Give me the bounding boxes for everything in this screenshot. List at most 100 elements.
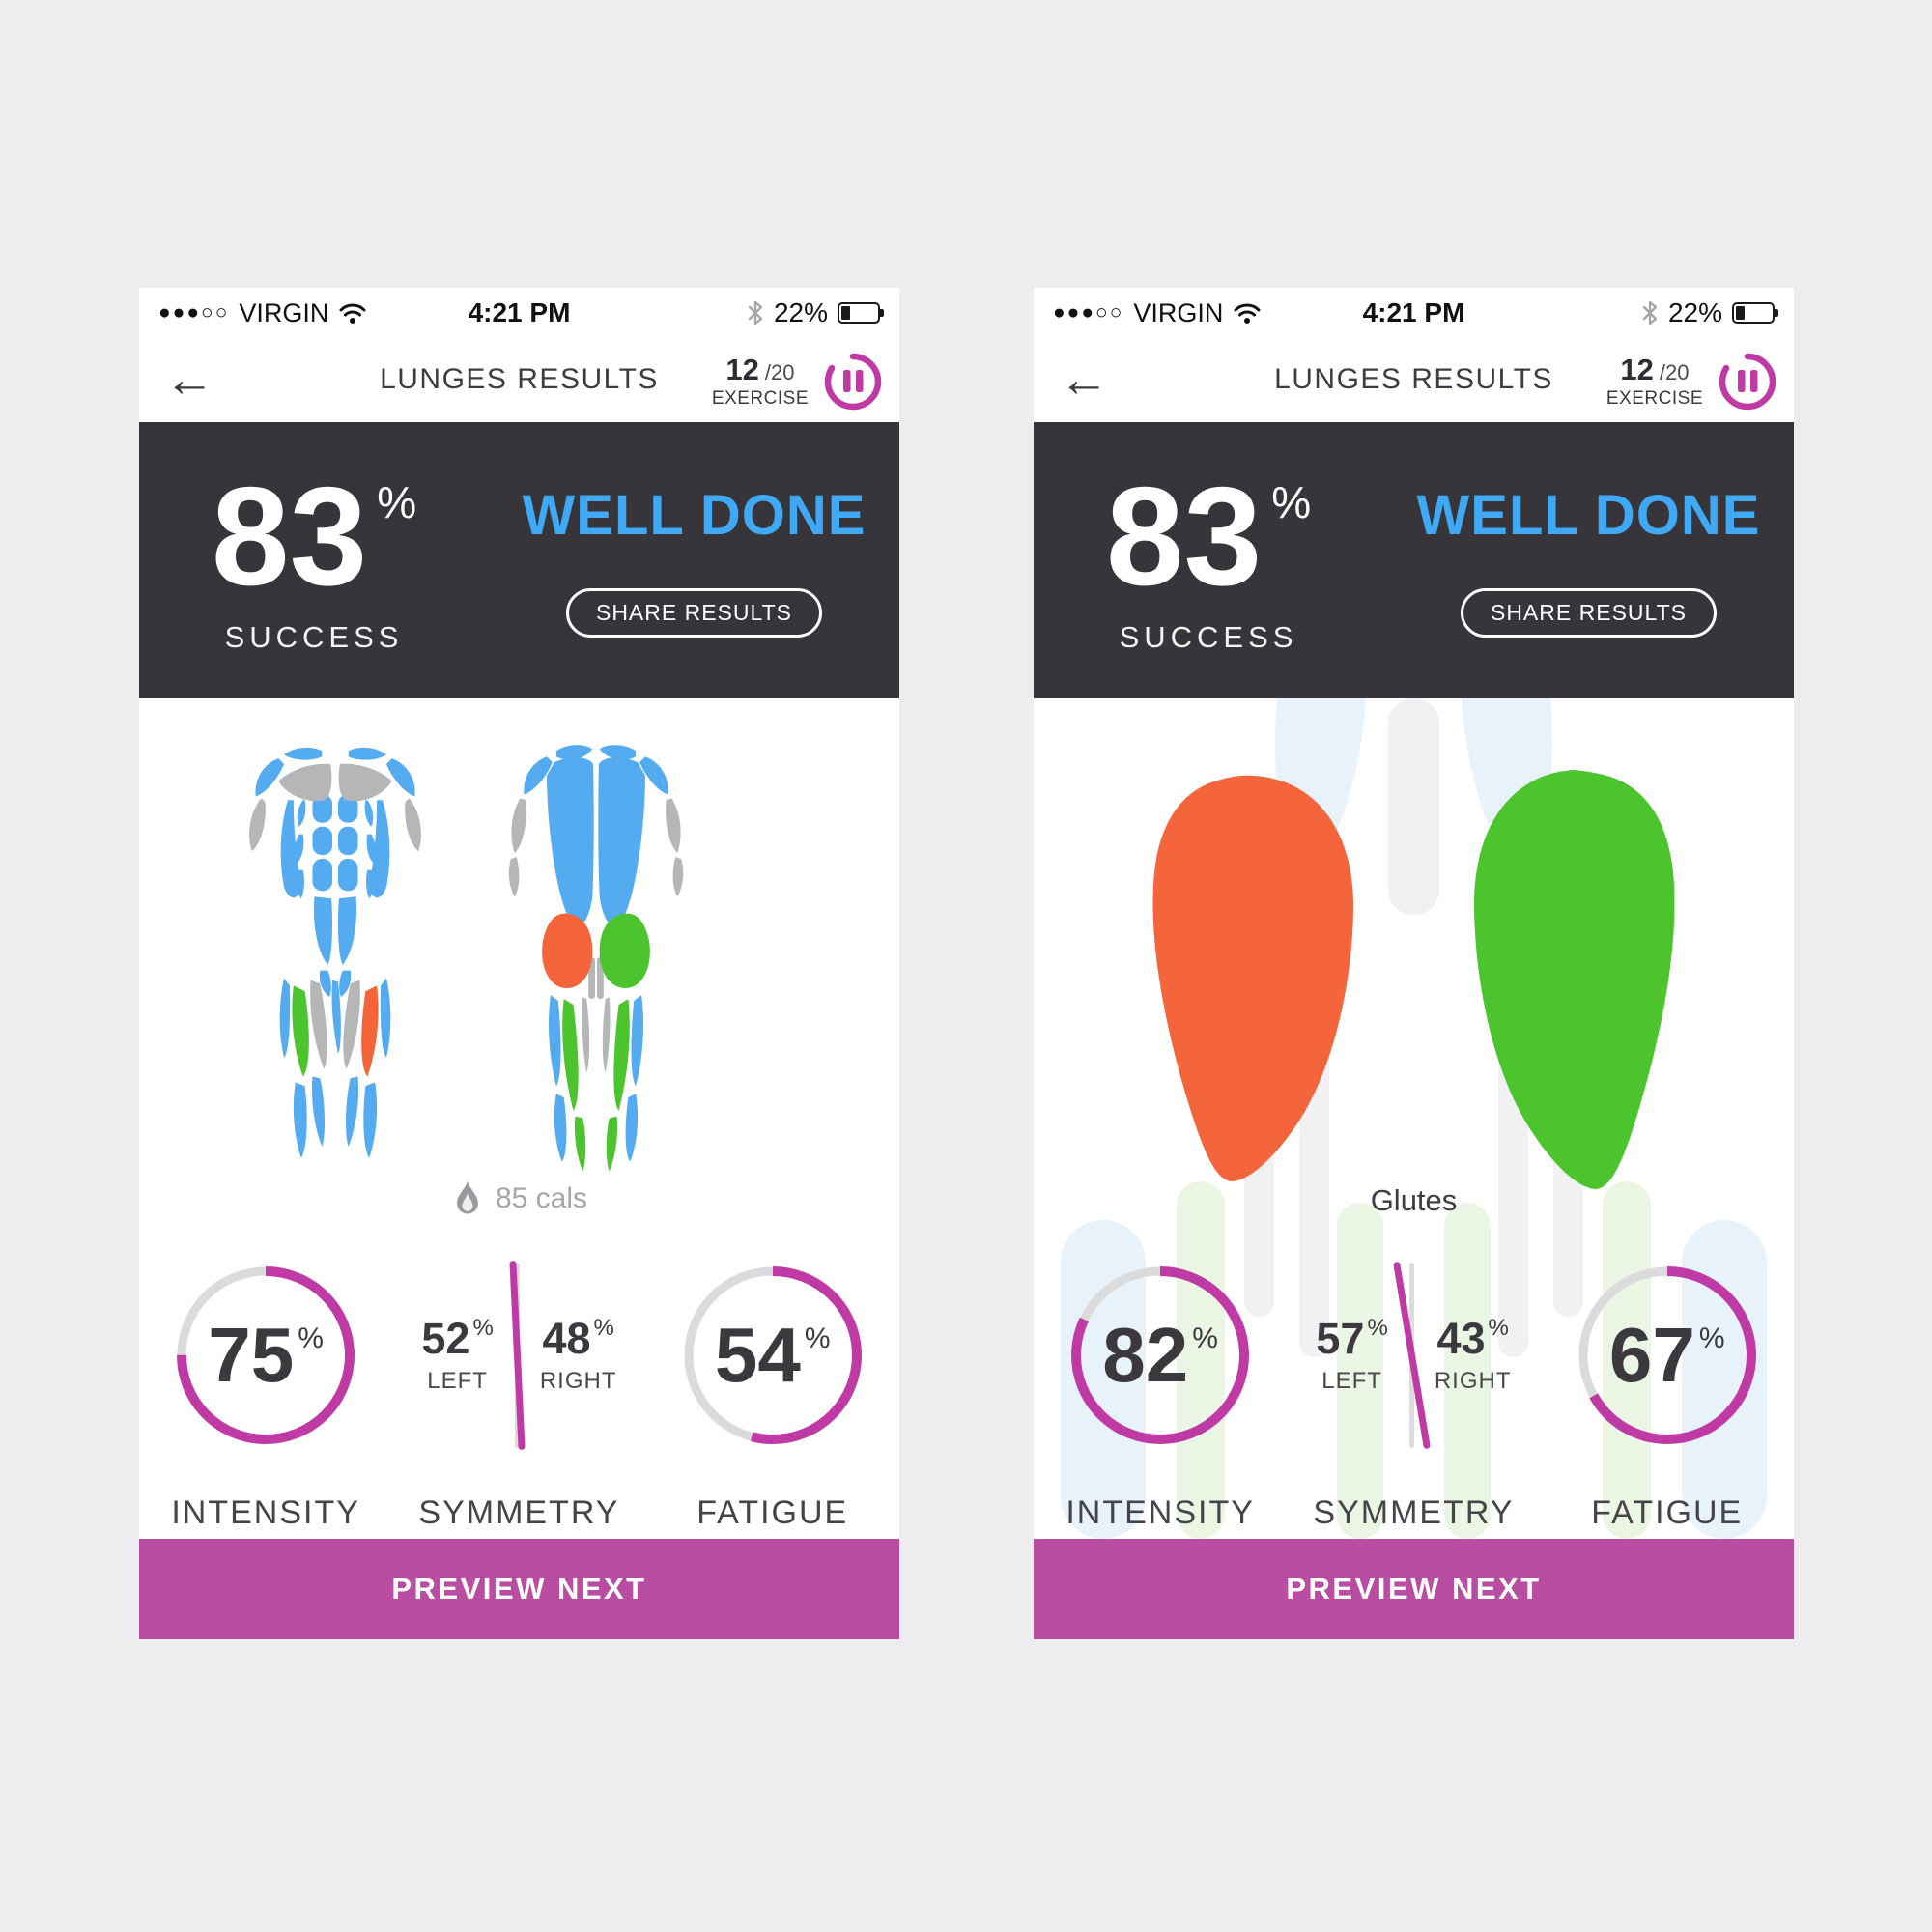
metrics-row: 82 % INTENSITY 57 % LEFT <box>1034 1259 1794 1532</box>
intensity-metric: 82 % INTENSITY <box>1034 1259 1287 1532</box>
signal-strength-icon: ●●●○○ <box>1053 301 1124 324</box>
wifi-icon <box>1234 303 1261 324</box>
wifi-icon <box>339 303 366 324</box>
intensity-ring: 75 % <box>169 1259 362 1452</box>
symmetry-right-percent-sign: % <box>1488 1314 1509 1341</box>
symmetry-right-value: 48 <box>542 1313 591 1363</box>
symmetry-right-group: 43 % RIGHT <box>1435 1313 1512 1395</box>
clock: 4:21 PM <box>468 298 571 327</box>
fatigue-ring: 67 % <box>1571 1259 1764 1452</box>
pause-button[interactable] <box>820 346 886 416</box>
symmetry-left-value: 52 <box>421 1313 470 1363</box>
page-title: LUNGES RESULTS <box>1274 363 1553 395</box>
pause-icon <box>1719 353 1776 411</box>
battery-percent: 22% <box>773 298 828 327</box>
intensity-value: 75 <box>208 1312 295 1398</box>
muscle-focus-label: Glutes <box>1370 1183 1458 1217</box>
fatigue-percent-sign: % <box>804 1322 831 1354</box>
exercise-current: 12 <box>1620 353 1654 386</box>
battery-icon <box>838 302 884 324</box>
symmetry-right-label: RIGHT <box>539 1367 617 1394</box>
score-block: 83 % SUCCESS <box>139 457 489 655</box>
symmetry-left-label: LEFT <box>1321 1367 1382 1394</box>
result-hero: 83 % SUCCESS WELL DONE SHARE RESULTS <box>1034 422 1794 698</box>
symmetry-gauge: 52 % LEFT 48 % RIGHT <box>421 1259 616 1452</box>
symmetry-metric: 57 % LEFT 43 % RIGHT <box>1287 1259 1540 1532</box>
status-left-group: ●●●○○ VIRGIN <box>1053 298 1262 328</box>
score-value: 83 <box>1105 457 1263 614</box>
fatigue-value: 54 <box>714 1312 801 1398</box>
symmetry-metric: 52 % LEFT 48 % RIGHT <box>392 1259 645 1532</box>
symmetry-left-label: LEFT <box>427 1367 488 1394</box>
nav-right-group: 12 /20 EXERCISE <box>1606 346 1780 416</box>
muscle-maps <box>139 737 845 1174</box>
phone: ●●●○○ VIRGIN 4:21 PM 22% ← LUNGES RESULT… <box>139 288 899 1639</box>
fatigue-value: 67 <box>1608 1312 1695 1398</box>
signal-strength-icon: ●●●○○ <box>158 301 230 324</box>
intensity-metric: 75 % INTENSITY <box>139 1259 392 1532</box>
calories-row: 85 cals <box>139 1179 899 1218</box>
symmetry-right-value: 43 <box>1436 1313 1486 1363</box>
carrier-label: VIRGIN <box>239 298 329 327</box>
nav-bar: ← LUNGES RESULTS 12 /20 EXERCISE <box>139 338 899 422</box>
pause-button[interactable] <box>1715 346 1780 416</box>
clock: 4:21 PM <box>1362 298 1465 327</box>
flame-icon <box>457 1180 478 1214</box>
status-left-group: ●●●○○ VIRGIN <box>158 298 367 328</box>
bluetooth-icon <box>748 300 763 326</box>
bluetooth-icon <box>1642 300 1658 326</box>
fatigue-label: FATIGUE <box>1591 1494 1744 1531</box>
symmetry-tilt-indicator <box>509 1259 526 1452</box>
intensity-value: 82 <box>1102 1312 1189 1398</box>
intensity-ring: 82 % <box>1064 1259 1257 1452</box>
intensity-percent-sign: % <box>298 1322 324 1354</box>
symmetry-right-percent-sign: % <box>593 1314 614 1341</box>
intensity-percent-sign: % <box>1192 1322 1218 1354</box>
symmetry-label: SYMMETRY <box>418 1494 620 1531</box>
status-right-group: 22% <box>747 298 884 328</box>
score-percent-sign: % <box>377 476 417 527</box>
symmetry-left-percent-sign: % <box>1367 1314 1388 1341</box>
fatigue-label: FATIGUE <box>696 1494 849 1531</box>
front-muscle-figure[interactable] <box>241 737 430 1174</box>
metrics-row: 75 % INTENSITY 52 % LEFT <box>139 1259 899 1532</box>
status-bar: ●●●○○ VIRGIN 4:21 PM 22% <box>1034 288 1794 338</box>
exercise-label: EXERCISE <box>711 388 809 409</box>
back-button[interactable]: ← <box>164 352 214 408</box>
result-hero: 83 % SUCCESS WELL DONE SHARE RESULTS <box>139 422 899 698</box>
share-results-button[interactable]: SHARE RESULTS <box>565 588 822 638</box>
result-message: WELL DONE <box>522 484 867 547</box>
battery-percent: 22% <box>1667 298 1722 327</box>
status-bar: ●●●○○ VIRGIN 4:21 PM 22% <box>139 288 899 338</box>
preview-next-button[interactable]: PREVIEW NEXT <box>1034 1539 1794 1639</box>
fatigue-metric: 54 % FATIGUE <box>646 1259 899 1532</box>
calories-value: 85 cals <box>495 1182 588 1214</box>
back-muscle-figure[interactable] <box>501 737 691 1174</box>
score-label: SUCCESS <box>1119 619 1298 654</box>
message-block: WELL DONE SHARE RESULTS <box>1383 483 1794 638</box>
exercise-counter: 12 /20 EXERCISE <box>1606 353 1703 410</box>
share-results-button[interactable]: SHARE RESULTS <box>1460 588 1717 638</box>
exercise-total: /20 <box>764 360 795 384</box>
battery-icon <box>1732 302 1778 324</box>
fatigue-percent-sign: % <box>1698 1322 1725 1354</box>
symmetry-left-group: 52 % LEFT <box>421 1313 493 1395</box>
glute-left-shape[interactable] <box>1152 775 1354 1181</box>
fatigue-metric: 67 % FATIGUE <box>1541 1259 1794 1532</box>
back-button[interactable]: ← <box>1059 352 1109 408</box>
exercise-total: /20 <box>1659 360 1690 384</box>
carrier-label: VIRGIN <box>1133 298 1224 327</box>
glute-right-shape[interactable] <box>1473 770 1675 1189</box>
preview-next-button[interactable]: PREVIEW NEXT <box>139 1539 899 1639</box>
exercise-counter: 12 /20 EXERCISE <box>712 353 809 410</box>
message-block: WELL DONE SHARE RESULTS <box>489 483 899 638</box>
phone: ●●●○○ VIRGIN 4:21 PM 22% ← LUNGES RESULT… <box>1034 288 1794 1639</box>
result-message: WELL DONE <box>1416 484 1761 547</box>
glutes-zoom-map[interactable] <box>1034 698 1794 1539</box>
result-body: Glutes <box>1034 698 1794 1539</box>
exercise-label: EXERCISE <box>1605 388 1703 409</box>
score-value: 83 <box>211 457 368 614</box>
symmetry-label: SYMMETRY <box>1313 1494 1515 1531</box>
fatigue-ring: 54 % <box>676 1259 869 1452</box>
